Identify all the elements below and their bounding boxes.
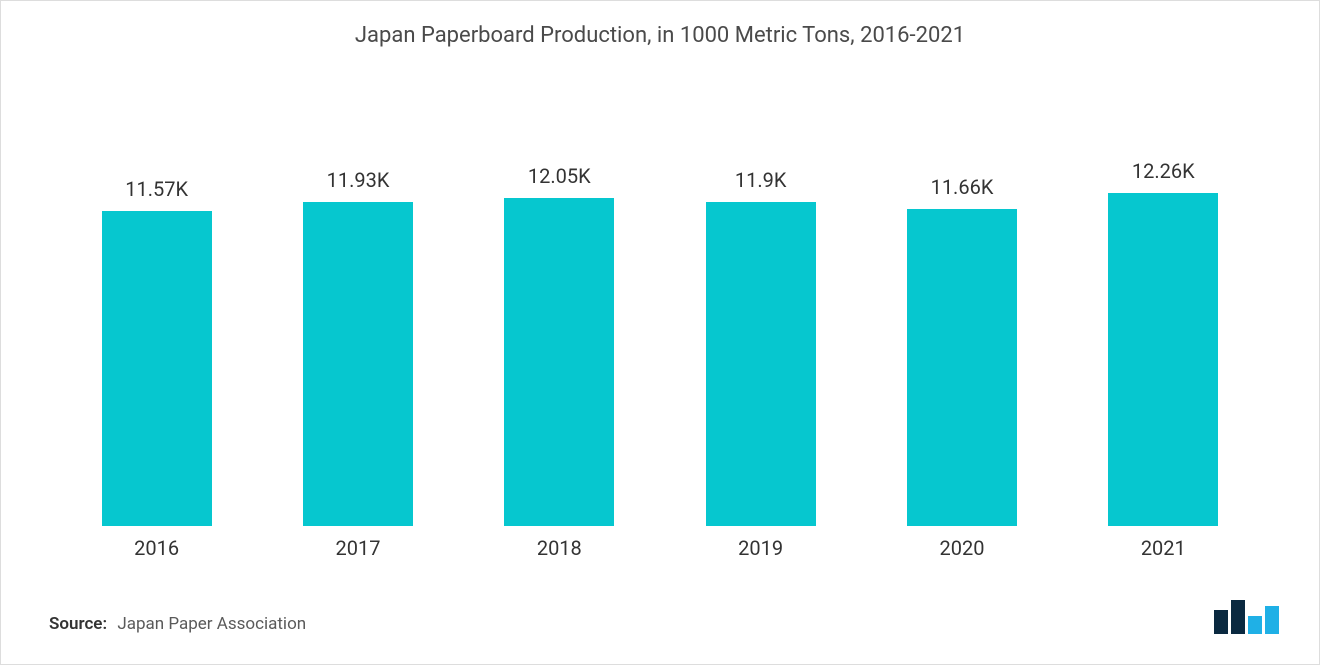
value-label: 11.93K — [327, 168, 390, 192]
x-axis: 2016 2017 2018 2019 2020 2021 — [1, 526, 1319, 560]
source-label: Source: — [49, 614, 107, 634]
x-label: 2019 — [660, 536, 861, 560]
bar-group: 11.93K — [257, 103, 458, 526]
bar — [504, 198, 614, 526]
source-text: Japan Paper Association — [117, 614, 306, 634]
bar — [102, 211, 212, 526]
x-label: 2021 — [1063, 536, 1264, 560]
value-label: 12.05K — [528, 164, 591, 188]
bar — [907, 209, 1017, 526]
plot-area: 11.57K 11.93K 12.05K 11.9K 11.66K 12.26K — [1, 48, 1319, 526]
bar — [1108, 193, 1218, 526]
value-label: 11.57K — [125, 177, 188, 201]
bar-group: 12.26K — [1063, 103, 1264, 526]
bar-group: 11.57K — [56, 103, 257, 526]
value-label: 11.9K — [735, 168, 787, 192]
x-label: 2017 — [257, 536, 458, 560]
bar-group: 11.9K — [660, 103, 861, 526]
x-label: 2018 — [459, 536, 660, 560]
bar-group: 11.66K — [861, 103, 1062, 526]
chart-title: Japan Paperboard Production, in 1000 Met… — [1, 1, 1319, 48]
footer: Source: Japan Paper Association — [1, 560, 1319, 654]
x-label: 2020 — [861, 536, 1062, 560]
value-label: 12.26K — [1132, 159, 1195, 183]
value-label: 11.66K — [931, 175, 994, 199]
x-label: 2016 — [56, 536, 257, 560]
bar — [706, 202, 816, 526]
chart-container: Japan Paperboard Production, in 1000 Met… — [0, 0, 1320, 665]
bar-group: 12.05K — [459, 103, 660, 526]
bar — [303, 202, 413, 526]
source-line: Source: Japan Paper Association — [49, 614, 306, 634]
brand-logo-icon — [1214, 598, 1279, 634]
